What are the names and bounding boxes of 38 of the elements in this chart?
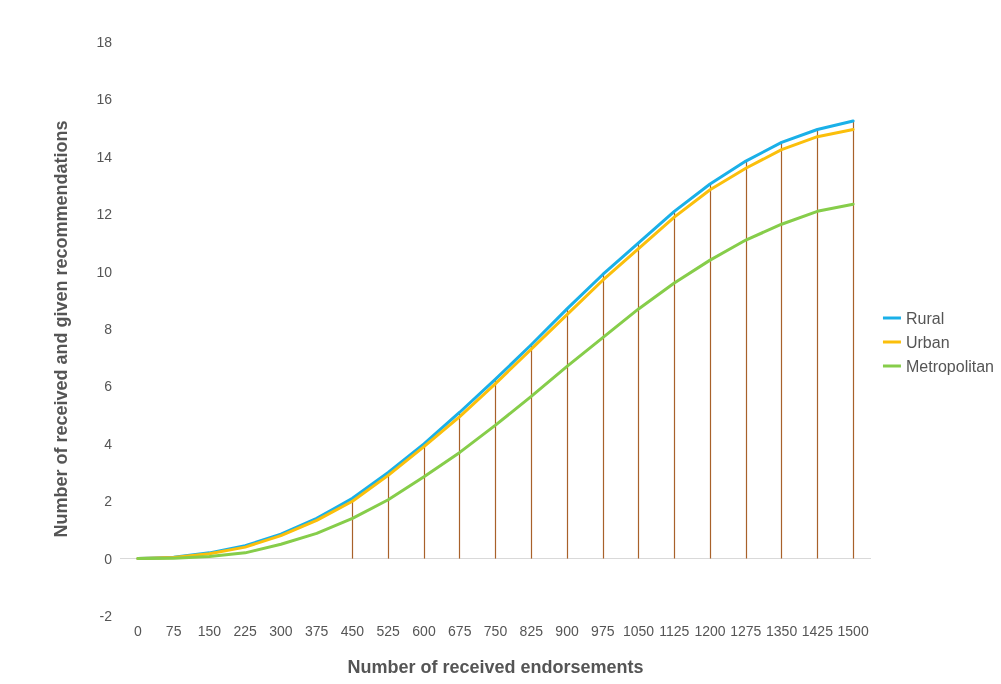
y-tick-label: 8 bbox=[104, 321, 113, 337]
y-tick-label: 14 bbox=[96, 148, 113, 165]
x-tick-label: 675 bbox=[448, 623, 472, 639]
y-tick-label: 18 bbox=[96, 34, 113, 50]
x-tick-label: 1500 bbox=[837, 623, 869, 639]
x-tick-label: 750 bbox=[483, 623, 508, 639]
y-tick-label: -2 bbox=[99, 608, 113, 624]
line-series bbox=[136, 202, 855, 561]
x-tick-label: 525 bbox=[376, 623, 401, 639]
legend-label: Metropolitan bbox=[905, 357, 994, 375]
x-tick-label: 1350 bbox=[766, 623, 798, 639]
x-tick-label: 300 bbox=[269, 623, 293, 639]
x-tick-label: 450 bbox=[340, 623, 365, 639]
x-tick-label: 1125 bbox=[659, 623, 690, 639]
y-tick-label: 0 bbox=[104, 550, 113, 567]
x-tick-label: 75 bbox=[165, 623, 182, 639]
y-tick-label: 10 bbox=[96, 263, 113, 280]
y-tick-label: 2 bbox=[104, 493, 113, 510]
x-tick-label: 1275 bbox=[730, 623, 762, 639]
legend-label: Urban bbox=[905, 333, 950, 351]
x-tick-label: 975 bbox=[591, 623, 615, 639]
x-tick-label: 900 bbox=[555, 623, 579, 639]
x-tick-label: 150 bbox=[197, 623, 222, 639]
y-tick-label: 12 bbox=[96, 206, 113, 223]
x-tick-label: 1050 bbox=[622, 623, 655, 639]
x-axis-title: Number of received endorsements bbox=[347, 657, 644, 677]
y-tick-label: 6 bbox=[104, 378, 113, 395]
x-tick-label: 1200 bbox=[694, 623, 726, 639]
x-tick-label: 825 bbox=[519, 623, 544, 639]
x-tick-label: 600 bbox=[412, 623, 436, 639]
x-tick-label: 225 bbox=[233, 623, 258, 639]
x-tick-label: 1425 bbox=[801, 623, 834, 639]
y-tick-label: 16 bbox=[96, 91, 113, 108]
x-tick-label: 0 bbox=[133, 623, 142, 639]
y-axis-title: Number of received and given recommendations bbox=[51, 120, 71, 538]
y-tick-label: 4 bbox=[104, 435, 113, 452]
legend-label: Rural bbox=[905, 309, 945, 327]
x-tick-label: 375 bbox=[305, 623, 329, 639]
